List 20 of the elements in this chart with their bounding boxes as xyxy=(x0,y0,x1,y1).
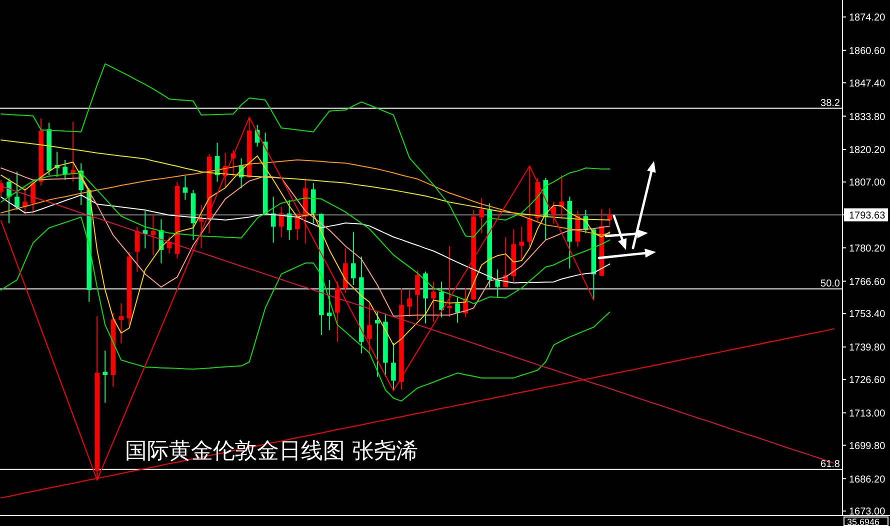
y-tick-label: 1739.80 xyxy=(849,342,886,354)
y-tick-label: 1833.80 xyxy=(849,112,886,123)
y-tick-label: 1673.00 xyxy=(849,506,886,518)
y-tick-label: 1847.40 xyxy=(849,78,886,90)
y-tick-label: 1860.60 xyxy=(849,46,886,57)
y-tick-label: 1874.20 xyxy=(849,12,886,24)
y-tick-label: 1686.20 xyxy=(849,474,886,486)
annotation: 38.2 xyxy=(820,98,840,109)
annotation: 61.8 xyxy=(820,458,840,470)
y-tick-label: 1793.63 xyxy=(849,210,886,222)
y-tick-label: 1726.60 xyxy=(849,375,886,386)
y-tick-label: 1753.40 xyxy=(849,309,886,320)
y-tick-label: 1766.60 xyxy=(849,276,886,288)
y-tick-label: 1780.20 xyxy=(849,243,886,254)
y-tick-label: 1820.20 xyxy=(849,145,886,156)
y-tick-label: 1699.80 xyxy=(849,440,886,452)
y-tick-label: 1713.00 xyxy=(849,408,886,420)
y-tick-label: 1807.00 xyxy=(849,178,886,189)
annotation: 50.0 xyxy=(820,278,840,290)
text: 35.6946 xyxy=(847,517,880,526)
